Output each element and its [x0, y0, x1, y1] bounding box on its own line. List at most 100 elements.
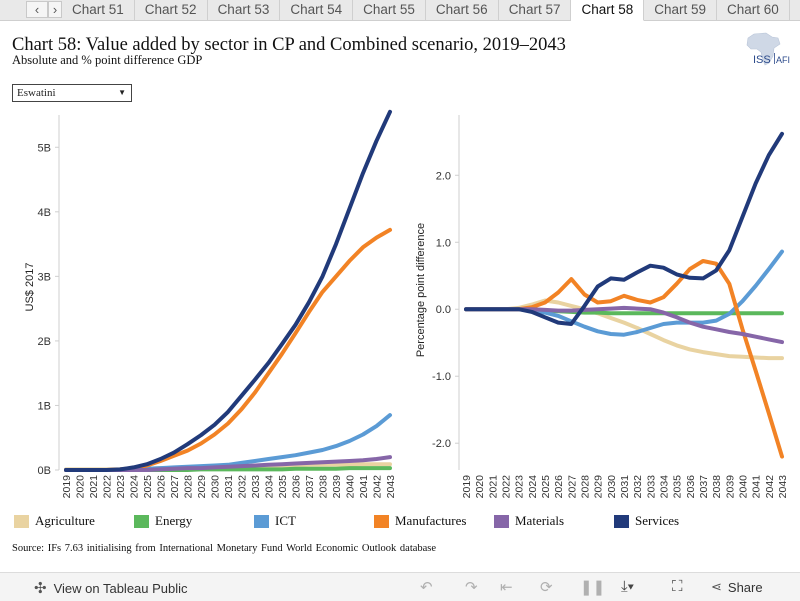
- tab-chart-59[interactable]: Chart 59: [644, 0, 718, 20]
- legend-label: Agriculture: [35, 513, 95, 528]
- x-tick-label: 2019: [461, 475, 473, 499]
- y-tick-label: 1.0: [436, 237, 451, 249]
- chart-title: Chart 58: Value added by sector in CP an…: [12, 35, 566, 55]
- legend-item-materials[interactable]: Materials: [494, 510, 564, 532]
- legend-label: ICT: [275, 513, 296, 528]
- iss-afi-logo: ISS AFI: [746, 32, 790, 66]
- x-tick-label: 2025: [540, 475, 552, 499]
- share-button[interactable]: ⋖ Share: [711, 579, 763, 595]
- x-tick-label: 2029: [593, 475, 605, 499]
- next-tab-button[interactable]: ›: [48, 1, 62, 18]
- logo-text-secondary: AFI: [776, 55, 790, 65]
- x-tick-label: 2034: [659, 475, 671, 499]
- x-tick-label: 2023: [514, 475, 526, 499]
- y-tick-label: 3B: [38, 271, 51, 283]
- x-tick-label: 2028: [183, 475, 195, 499]
- x-tick-label: 2027: [169, 475, 181, 499]
- refresh-icon[interactable]: ⟳: [540, 579, 553, 596]
- tab-chart-58[interactable]: Chart 58: [571, 0, 645, 21]
- tab-chart-55[interactable]: Chart 55: [353, 0, 426, 20]
- x-tick-label: 2030: [606, 475, 618, 499]
- caret-down-icon: ▼: [118, 88, 126, 97]
- legend-swatch: [254, 514, 269, 528]
- x-tick-label: 2021: [487, 475, 499, 499]
- previous-tab-button[interactable]: ‹: [26, 1, 48, 18]
- legend-item-manufactures[interactable]: Manufactures: [374, 510, 466, 532]
- x-tick-label: 2042: [764, 475, 776, 499]
- download-icon[interactable]: ⤓▾: [621, 578, 634, 595]
- x-tick-label: 2035: [277, 475, 289, 499]
- x-tick-label: 2029: [196, 475, 208, 499]
- tab-chart-60[interactable]: Chart 60: [717, 0, 790, 20]
- y-tick-label: -2.0: [432, 438, 451, 450]
- chart-subtitle: Absolute and % point difference GDP: [12, 53, 203, 67]
- series-line-manufactures: [64, 227, 392, 472]
- share-icon: ⋖: [711, 579, 722, 594]
- tab-chart-53[interactable]: Chart 53: [208, 0, 281, 20]
- tab-list: Chart 51 Chart 52 Chart 53 Chart 54 Chart 55…: [62, 0, 790, 21]
- x-tick-label: 2043: [385, 475, 397, 499]
- tab-chart-54[interactable]: Chart 54: [280, 0, 354, 20]
- x-tick-label: 2036: [291, 475, 303, 499]
- legend-item-agriculture[interactable]: Agriculture: [14, 510, 95, 532]
- revert-icon[interactable]: ⇤: [500, 579, 513, 596]
- x-tick-label: 2020: [474, 475, 486, 499]
- country-dropdown[interactable]: Eswatini ▼: [12, 84, 132, 102]
- x-tick-label: 2022: [501, 475, 513, 499]
- tab-chart-52[interactable]: Chart 52: [135, 0, 208, 20]
- x-tick-label: 2041: [751, 475, 763, 499]
- logo-text: ISS: [753, 54, 771, 66]
- view-on-tableau-label: View on Tableau Public: [53, 580, 188, 596]
- y-tick-label: 1B: [38, 400, 51, 412]
- legend-item-ict[interactable]: ICT: [254, 510, 296, 532]
- tab-chart-57[interactable]: Chart 57: [499, 0, 572, 20]
- x-tick-label: 2038: [318, 475, 330, 499]
- x-tick-label: 2030: [210, 475, 222, 499]
- x-tick-label: 2031: [619, 475, 631, 499]
- share-label: Share: [727, 579, 763, 595]
- legend-swatch: [14, 514, 29, 528]
- x-tick-label: 2037: [304, 475, 316, 499]
- series-line-services: [64, 109, 392, 472]
- legend-swatch: [494, 514, 509, 528]
- x-tick-label: 2040: [345, 475, 357, 499]
- legend-label: Services: [635, 513, 680, 528]
- x-tick-label: 2039: [724, 475, 736, 499]
- x-tick-label: 2019: [61, 475, 73, 499]
- series-line-manufactures: [464, 259, 784, 459]
- legend-swatch: [134, 514, 149, 528]
- source-note: Source: IFs 7.63 initialising from Inter…: [12, 543, 437, 554]
- redo-icon[interactable]: ↷: [465, 579, 478, 596]
- x-tick-label: 2026: [156, 475, 168, 499]
- tab-chart-51[interactable]: Chart 51: [62, 0, 135, 20]
- pause-icon[interactable]: ❚❚: [580, 579, 606, 596]
- x-tick-label: 2033: [645, 475, 657, 499]
- x-tick-label: 2041: [358, 475, 370, 499]
- x-tick-label: 2031: [223, 475, 235, 499]
- legend-swatch: [374, 514, 389, 528]
- legend: Agriculture Energy ICT Manufactures Material…: [0, 510, 800, 532]
- y-tick-label: 2B: [38, 336, 51, 348]
- y-tick-label: 5B: [38, 142, 51, 154]
- x-tick-label: 2043: [777, 475, 789, 499]
- legend-item-services[interactable]: Services: [614, 510, 679, 532]
- y-axis-title: US$ 2017: [24, 263, 36, 312]
- fullscreen-icon[interactable]: ⛶: [672, 578, 683, 595]
- tableau-toolbar: ✣ View on Tableau Public ↶ ↷ ⇤ ⟳ ❚❚ ⤓▾ ⛶…: [0, 572, 800, 601]
- x-tick-label: 2023: [115, 475, 127, 499]
- legend-item-energy[interactable]: Energy: [134, 510, 192, 532]
- series-line-services: [464, 131, 784, 326]
- tab-chart-56[interactable]: Chart 56: [426, 0, 499, 20]
- view-on-tableau-link[interactable]: ✣ View on Tableau Public: [34, 579, 188, 597]
- x-tick-label: 2035: [672, 475, 684, 499]
- undo-icon[interactable]: ↶: [420, 579, 433, 596]
- x-tick-label: 2042: [372, 475, 384, 499]
- chevron-right-icon: ›: [52, 2, 58, 17]
- x-tick-label: 2040: [738, 475, 750, 499]
- x-tick-label: 2028: [580, 475, 592, 499]
- x-tick-label: 2038: [711, 475, 723, 499]
- x-tick-label: 2024: [527, 475, 539, 499]
- x-tick-label: 2024: [129, 475, 141, 499]
- y-axis-title: Percentage point difference: [415, 223, 427, 357]
- y-tick-label: 2.0: [436, 170, 451, 182]
